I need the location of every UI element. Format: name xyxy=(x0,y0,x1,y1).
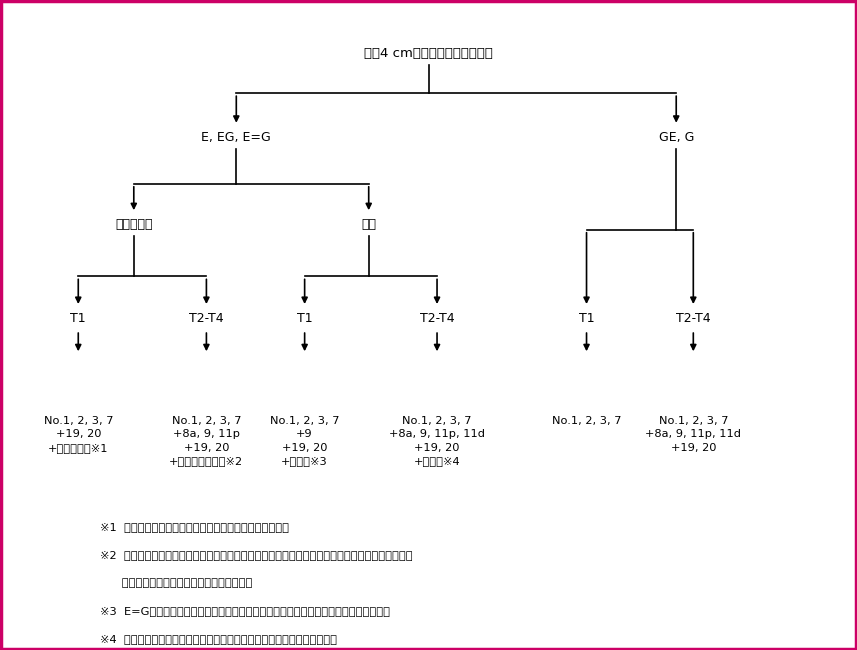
Text: No.1, 2, 3, 7
+19, 20
+中・下縦隔※1: No.1, 2, 3, 7 +19, 20 +中・下縦隔※1 xyxy=(44,415,113,453)
Text: No.1, 2, 3, 7
+8a, 9, 11p
+19, 20
+上・中・下縦隔※2: No.1, 2, 3, 7 +8a, 9, 11p +19, 20 +上・中・下… xyxy=(170,415,243,467)
Text: ※2  頸部は郭清頻度が高くなく，郭清の意義は不明である。ただし，郭清リンパ節転移陽性例には: ※2 頸部は郭清頻度が高くなく，郭清の意義は不明である。ただし，郭清リンパ節転移… xyxy=(99,551,412,560)
Text: GE, G: GE, G xyxy=(658,131,694,144)
Text: T1: T1 xyxy=(70,312,86,325)
Text: No.1, 2, 3, 7
+9
+19, 20
+下縦隔※3: No.1, 2, 3, 7 +9 +19, 20 +下縦隔※3 xyxy=(270,415,339,467)
Text: No.1, 2, 3, 7
+8a, 9, 11p, 11d
+19, 20
+下縦隔※4: No.1, 2, 3, 7 +8a, 9, 11p, 11d +19, 20 +… xyxy=(389,415,485,467)
Text: T2-T4: T2-T4 xyxy=(420,312,454,325)
Text: ※1  上縦隔は転移頻度が低く，郭清の意義は不明である。: ※1 上縦隔は転移頻度が低く，郭清の意義は不明である。 xyxy=(99,523,289,532)
Text: E, EG, E=G: E, EG, E=G xyxy=(201,131,271,144)
Text: 長典4 cm以下の食道胃接合部癒: 長典4 cm以下の食道胃接合部癒 xyxy=(364,47,493,60)
Text: T2-T4: T2-T4 xyxy=(189,312,224,325)
Text: 扁平上皮癒: 扁平上皮癒 xyxy=(115,218,153,231)
Text: T1: T1 xyxy=(578,312,595,325)
Text: T2-T4: T2-T4 xyxy=(676,312,710,325)
Text: No.1, 2, 3, 7: No.1, 2, 3, 7 xyxy=(552,415,621,426)
Text: No.1, 2, 3, 7
+8a, 9, 11p, 11d
+19, 20: No.1, 2, 3, 7 +8a, 9, 11p, 11d +19, 20 xyxy=(645,415,741,453)
Text: T1: T1 xyxy=(297,312,313,325)
Text: 長期生存例もあり今後の検討課題である。: 長期生存例もあり今後の検討課題である。 xyxy=(99,578,252,588)
Text: ※4  頸部，上・中縦隔は郭清頻度が高くなく，郭清の意義は不明である。: ※4 頸部，上・中縦隔は郭清頻度が高くなく，郭清の意義は不明である。 xyxy=(99,634,337,644)
Text: ※3  E=Gについては裂孔周囲および下縦隔の郭清頻度・転移頻度はいずれも高くない。: ※3 E=Gについては裂孔周囲および下縦隔の郭清頻度・転移頻度はいずれも高くない… xyxy=(99,606,390,616)
Text: 腺癒: 腺癒 xyxy=(361,218,376,231)
